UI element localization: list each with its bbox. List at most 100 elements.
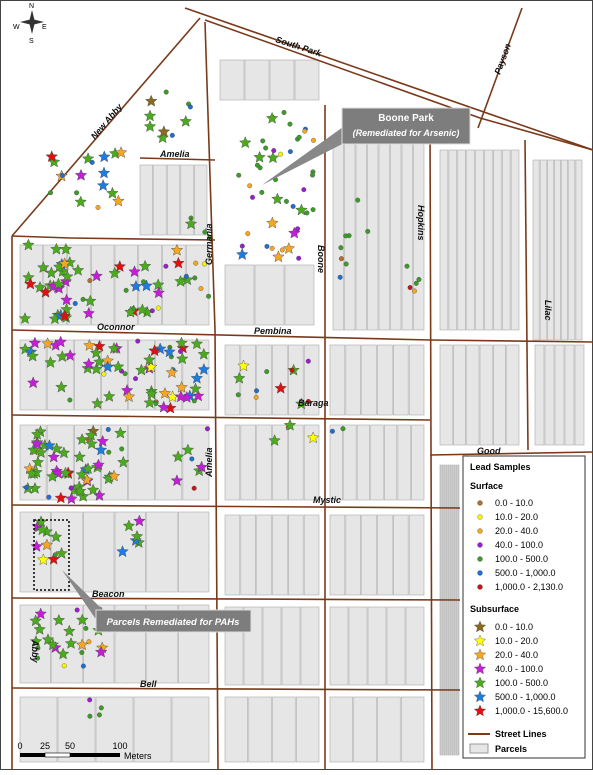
sample-star: [55, 380, 68, 393]
legend-title: Lead Samples: [470, 462, 531, 472]
sample-star: [144, 94, 158, 107]
legend-label: 10.0 - 20.0: [495, 512, 538, 522]
sample-star: [138, 259, 152, 272]
parcel: [449, 464, 452, 756]
legend-label: Street Lines: [495, 729, 547, 739]
sample-dot: [68, 485, 74, 491]
sample-dot: [87, 713, 93, 719]
sample-dot: [236, 172, 242, 178]
parcel: [475, 149, 484, 331]
legend-label: 100.0 - 500.0: [495, 554, 548, 564]
sample-dot: [416, 277, 422, 282]
legend-symbol: [473, 634, 487, 647]
sample-star: [84, 428, 98, 441]
parcel: [453, 464, 456, 756]
sample-star: [96, 434, 109, 447]
sample-star: [94, 645, 108, 658]
sample-dot: [23, 484, 29, 490]
parcel: [240, 424, 256, 501]
sample-dot: [133, 376, 138, 382]
street-label: Pembina: [254, 326, 292, 336]
sample-star: [135, 363, 148, 376]
parcel: [534, 344, 545, 446]
sample-dot: [355, 197, 361, 203]
sample-star: [60, 293, 73, 306]
parcel: [386, 606, 406, 686]
parcel: [408, 344, 425, 416]
legend-heading: Surface: [470, 481, 503, 491]
street-label: Mystic: [313, 495, 341, 505]
legend-label: 1,000.0 - 2,130.0: [495, 582, 563, 592]
sample-dot: [61, 663, 67, 669]
parcel: [224, 696, 249, 763]
parcel: [269, 59, 295, 101]
sample-star: [40, 538, 54, 551]
sample-star: [175, 380, 188, 393]
sample-dot: [278, 151, 283, 157]
sample-dot: [289, 367, 295, 373]
sample-star: [117, 455, 130, 468]
sample-star: [266, 216, 279, 229]
sample-dot: [304, 210, 310, 216]
sample-dot: [149, 308, 155, 314]
legend-symbol: [473, 676, 487, 689]
sample-star: [253, 150, 266, 163]
sample-star: [107, 469, 121, 482]
parcel: [133, 696, 172, 763]
parcel: [256, 424, 272, 501]
sample-star: [89, 346, 103, 359]
sample-dot: [122, 371, 128, 377]
sample-star: [92, 458, 105, 471]
parcel: [370, 424, 384, 501]
parcel: [288, 424, 304, 501]
sample-dot: [305, 358, 311, 364]
parcel: [447, 464, 450, 756]
legend-symbol: [477, 500, 483, 506]
parcel: [493, 149, 502, 331]
parcel: [361, 514, 377, 596]
parcel: [288, 514, 304, 596]
sample-dot: [123, 287, 129, 293]
sample-star: [93, 339, 106, 352]
sample-star: [98, 150, 111, 163]
sample-dot: [239, 243, 245, 249]
legend-heading: Subsurface: [470, 604, 519, 614]
parcel: [377, 344, 393, 416]
sample-dot: [412, 288, 417, 294]
parcel: [544, 344, 555, 446]
sample-star: [44, 356, 57, 368]
legend-symbol: [473, 704, 487, 717]
street-label: Germania: [204, 223, 214, 265]
parcel: [254, 264, 285, 326]
sample-star: [108, 266, 121, 279]
parcel: [484, 149, 493, 331]
sample-dot: [253, 394, 259, 400]
street-label: Bell: [140, 679, 157, 689]
sample-star: [133, 514, 146, 527]
parcel: [574, 344, 585, 446]
sample-star: [84, 294, 97, 307]
sample-dot: [95, 204, 101, 210]
sample-dot: [340, 426, 346, 432]
legend-symbol: [473, 648, 487, 661]
sample-star: [64, 637, 78, 649]
parcel: [393, 344, 409, 416]
sample-star: [65, 492, 78, 505]
scale-bar: 0 25 50 100 Meters: [17, 741, 152, 761]
sample-dot: [207, 235, 213, 241]
parcel: [139, 164, 153, 236]
sample-dot: [404, 263, 410, 269]
sample-star: [283, 418, 297, 431]
sample-star: [174, 390, 187, 403]
legend-symbol: [473, 690, 487, 703]
sample-star: [81, 361, 94, 374]
parcel: [178, 511, 210, 593]
parcel: [303, 514, 320, 596]
sample-dot: [301, 187, 307, 193]
sample-star: [282, 242, 296, 254]
sample-dot: [287, 149, 293, 155]
sample-dot: [74, 190, 80, 196]
sample-star: [82, 306, 95, 319]
parcel: [564, 344, 575, 446]
